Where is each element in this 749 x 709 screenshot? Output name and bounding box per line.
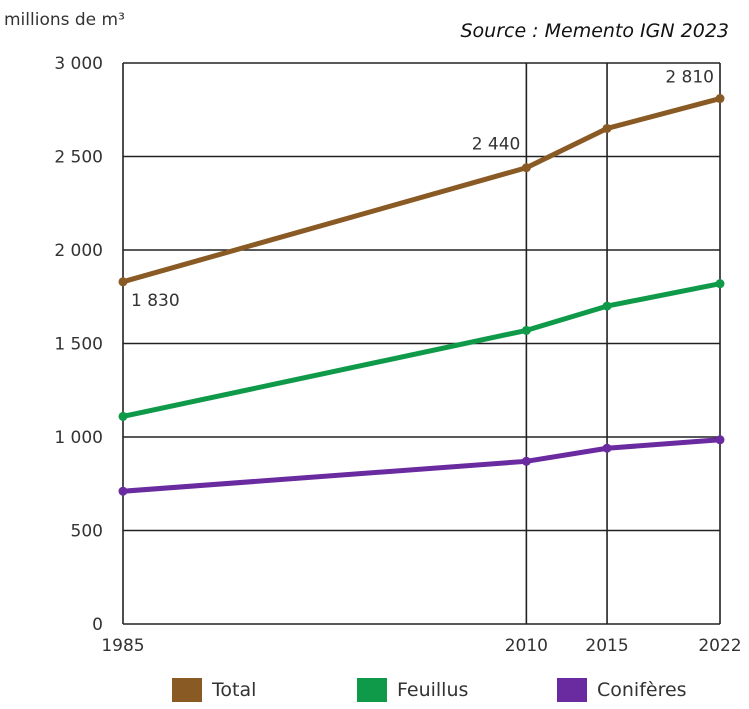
data-point <box>602 443 612 453</box>
y-tick-label: 1 000 <box>54 428 103 448</box>
data-point <box>118 486 128 496</box>
legend: Total Feuillus Conifères <box>0 678 749 708</box>
data-label: 1 830 <box>131 291 180 311</box>
series-line <box>120 96 723 285</box>
data-point <box>715 94 725 104</box>
data-point <box>602 123 612 133</box>
y-tick-label: 2 000 <box>54 241 103 261</box>
data-point <box>118 411 128 421</box>
data-point <box>715 435 725 445</box>
legend-label-coniferes: Conifères <box>597 679 687 701</box>
series-line <box>120 281 723 419</box>
x-tick-label: 2022 <box>698 636 741 656</box>
line-chart: 0 500 1 000 1 500 2 000 2 500 3 000 1985 2010 201… <box>54 54 741 656</box>
legend-swatch-feuillus <box>357 678 387 702</box>
legend-item-coniferes: Conifères <box>557 678 687 702</box>
x-tick-label: 1985 <box>101 636 144 656</box>
data-point <box>602 301 612 311</box>
y-tick-label: 500 <box>71 522 103 542</box>
legend-item-total: Total <box>172 678 256 702</box>
y-axis-label: millions de m³ <box>4 10 125 30</box>
data-point <box>715 279 725 289</box>
legend-label-total: Total <box>212 679 257 701</box>
x-tick-label: 2015 <box>585 636 628 656</box>
y-tick-label: 1 500 <box>54 335 103 355</box>
x-tick-label: 2010 <box>505 636 548 656</box>
data-point <box>118 277 128 287</box>
source-note: Source : Memento IGN 2023 <box>460 20 729 42</box>
data-point <box>521 456 531 466</box>
data-point <box>521 163 531 173</box>
data-label: 2 440 <box>472 135 521 155</box>
legend-label-feuillus: Feuillus <box>397 679 469 701</box>
legend-swatch-coniferes <box>557 678 587 702</box>
legend-swatch-total <box>172 678 202 702</box>
data-point <box>521 325 531 335</box>
series-line <box>120 437 723 494</box>
y-tick-label: 3 000 <box>54 54 103 74</box>
y-tick-label: 2 500 <box>54 148 103 168</box>
data-label: 2 810 <box>665 68 714 88</box>
y-tick-label: 0 <box>92 615 103 635</box>
legend-item-feuillus: Feuillus <box>357 678 468 702</box>
